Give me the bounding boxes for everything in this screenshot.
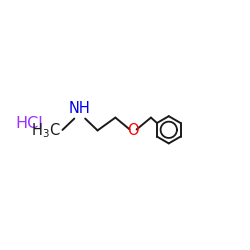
Text: HCl: HCl xyxy=(15,116,43,131)
Text: $\mathregular{H_3C}$: $\mathregular{H_3C}$ xyxy=(31,121,61,140)
Text: NH: NH xyxy=(69,101,91,116)
Text: O: O xyxy=(127,123,139,138)
